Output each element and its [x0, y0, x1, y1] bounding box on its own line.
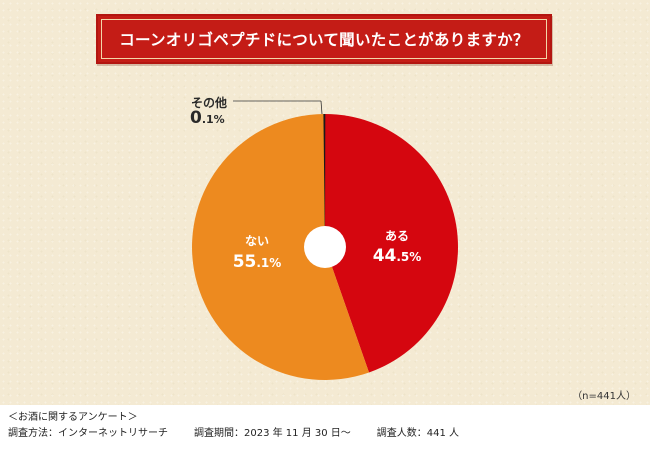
slice-other-marker	[323, 113, 326, 248]
survey-method: 調査方法：インターネットリサーチ	[8, 428, 168, 439]
donut-slices	[192, 113, 458, 380]
slice-value-aru: 44.5%	[373, 246, 422, 266]
slice-nai	[192, 114, 369, 380]
leader-line-other-tip	[320, 100, 323, 115]
title-banner: コーンオリゴペプチドについて聞いたことがありますか？	[96, 14, 552, 64]
survey-name: ＜お酒に関するアンケート＞	[8, 412, 138, 423]
sample-size: （n=441人）	[572, 391, 636, 402]
survey-respondents: 調査人数：441 人	[376, 428, 460, 439]
slice-label-other: その他	[191, 96, 228, 110]
survey-period: 調査期間：2023 年 11 月 30 日〜	[194, 428, 351, 439]
donut-chart: ある 44.5% ない 55.1%	[192, 100, 458, 380]
slice-aru	[325, 114, 458, 373]
survey-details: 調査方法：インターネットリサーチ 調査期間：2023 年 11 月 30 日〜 調査…	[8, 426, 459, 442]
slice-value-nai: 55.1%	[233, 252, 282, 272]
slice-label-nai: ない	[245, 234, 269, 248]
slice-value-other: 0.1%	[190, 108, 225, 128]
survey-footer: ＜お酒に関するアンケート＞ 調査方法：インターネットリサーチ 調査期間：2023 …	[8, 410, 459, 442]
title-banner-frame: コーンオリゴペプチドについて聞いたことがありますか？	[101, 19, 547, 59]
slice-label-aru: ある	[385, 229, 409, 243]
donut-hole	[304, 226, 346, 268]
chart-title: コーンオリゴペプチドについて聞いたことがありますか？	[119, 31, 529, 49]
